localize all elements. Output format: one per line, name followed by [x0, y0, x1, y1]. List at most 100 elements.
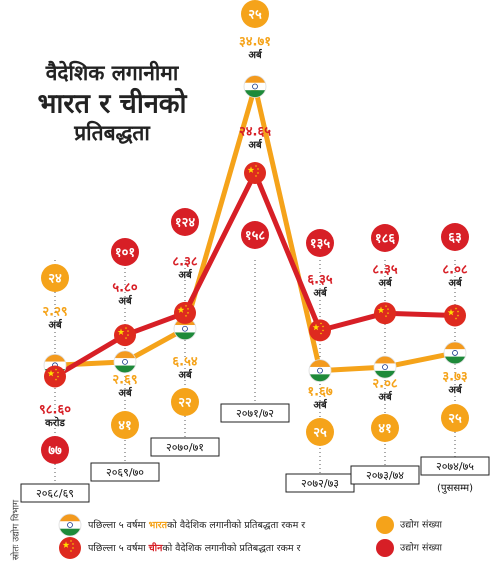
flag-star — [454, 307, 458, 310]
flag-saffron — [309, 359, 331, 368]
flag-saffron — [44, 354, 66, 362]
count-circle — [171, 388, 199, 416]
unit-label: अर्ब — [118, 294, 133, 307]
flag-star — [69, 549, 73, 552]
count-circle — [41, 436, 69, 464]
flag-white — [174, 325, 196, 333]
legend-after: को वैदेशिक लगानीको प्रतिबद्धता रकम र — [167, 519, 306, 531]
flag-star — [321, 329, 325, 332]
flag-white — [114, 358, 136, 366]
flag-star — [56, 371, 60, 374]
flag-star — [186, 311, 190, 314]
flag-rim — [443, 341, 467, 365]
unit-label: अर्ब — [378, 390, 393, 403]
value-label: ८.३५ — [372, 263, 397, 278]
count-circle — [111, 411, 139, 439]
unit-label: अर्ब — [178, 368, 193, 381]
count-label: २२ — [178, 396, 192, 411]
count-label: १८६ — [375, 232, 396, 247]
value-label: २४.६५ — [239, 125, 271, 140]
flag-chakra — [382, 364, 388, 371]
flag-red — [444, 304, 466, 327]
year-box — [20, 483, 90, 503]
legend-before: पछिल्ला ५ वर्षमा — [88, 542, 146, 554]
flag-star — [247, 166, 255, 173]
count-label: ४१ — [118, 419, 132, 434]
value-label: २.२९ — [42, 305, 67, 320]
china-marker — [244, 162, 266, 185]
flag-star — [124, 336, 128, 340]
x-tick-label: २०७४/७५ — [436, 460, 474, 473]
flag-green — [374, 370, 396, 379]
flag-rim — [243, 75, 267, 98]
unit-label: अर्ब — [313, 398, 328, 411]
legend-count-text: उद्योग संख्या — [400, 542, 443, 554]
flag-red — [309, 319, 331, 342]
flag-star — [386, 311, 390, 315]
value-label: ९८.६० — [39, 403, 71, 418]
count-circle — [441, 404, 469, 432]
flag-star — [256, 171, 260, 174]
flag-white — [244, 82, 266, 91]
india-marker — [243, 75, 267, 98]
flag-white — [309, 366, 331, 375]
flag-star — [177, 306, 185, 313]
plot: २०६८/६९ २०६९/७० २०७०/७१ २०७१/७२ २०७२/७३ २०७३/… — [20, 0, 490, 559]
count-label: ७७ — [48, 444, 62, 459]
count-circle — [441, 223, 469, 251]
flag-star — [126, 329, 130, 333]
count-label: १३५ — [310, 237, 331, 252]
count-circle — [241, 0, 269, 28]
legend-count-dot — [376, 539, 394, 557]
flag-red — [374, 302, 396, 325]
count-label: ६३ — [448, 231, 462, 246]
year-box — [90, 462, 160, 482]
value-label: ६.३५ — [307, 273, 332, 288]
unit-label: अर्ब — [448, 276, 463, 289]
value-label: ३४.७१ — [239, 35, 271, 50]
count-circle — [371, 414, 399, 442]
unit-label: अर्ब — [178, 268, 193, 281]
flag-green — [309, 374, 331, 382]
flag-chakra — [317, 367, 323, 374]
china-marker — [309, 319, 331, 342]
count-circle — [111, 238, 139, 266]
flag-saffron — [59, 514, 81, 522]
flag-star — [186, 307, 190, 310]
flag-chakra — [452, 350, 458, 356]
flag-rim — [113, 350, 137, 374]
flag-star — [184, 314, 188, 317]
india-marker — [443, 341, 467, 365]
legend-count-dot — [376, 516, 394, 534]
flag-star — [447, 308, 455, 316]
count-circle — [171, 208, 199, 236]
year-box — [150, 437, 220, 457]
count-circle — [306, 418, 334, 446]
x-tick-label: २०६९/७० — [106, 466, 144, 479]
india-marker — [308, 359, 332, 383]
count-circle — [306, 229, 334, 257]
flag-star — [384, 314, 388, 318]
count-label: ४१ — [378, 422, 392, 437]
flag-star — [117, 328, 125, 336]
unit-label: अर्ब — [248, 48, 263, 61]
flag-star — [456, 310, 460, 313]
flag-red — [114, 324, 136, 347]
flag-star — [319, 322, 323, 325]
count-circle — [371, 224, 399, 252]
flag-saffron — [444, 341, 466, 350]
year-box — [420, 456, 490, 476]
value-label: ८.०८ — [442, 263, 467, 278]
flag-saffron — [374, 356, 396, 364]
flag-star — [254, 164, 258, 167]
flag-star — [54, 378, 58, 381]
flag-red — [244, 162, 266, 185]
flag-star — [454, 317, 458, 320]
flag-red — [44, 365, 66, 388]
x-tick-label: २०७१/७२ — [236, 407, 274, 420]
flag-star — [47, 369, 55, 377]
count-circle — [41, 264, 69, 292]
count-label: २५ — [448, 412, 462, 427]
flag-star — [254, 174, 258, 177]
